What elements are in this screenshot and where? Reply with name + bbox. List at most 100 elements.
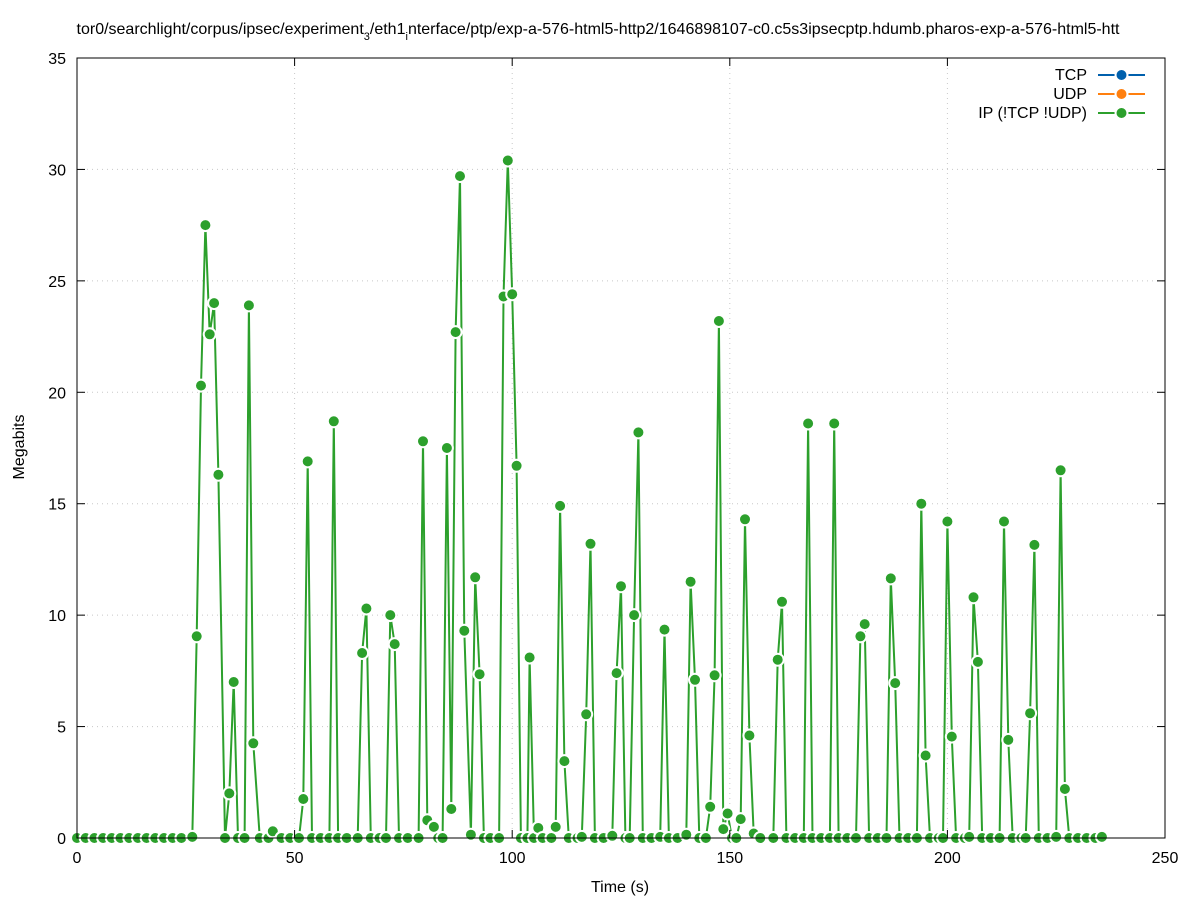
- x-tick-label: 100: [499, 850, 526, 867]
- data-point: [853, 629, 868, 644]
- ticks: 0 50 100 150 200 250 0 5 10 15 20 25 30 35: [48, 51, 1178, 867]
- title-sub-1: 3: [364, 31, 370, 43]
- data-point: [439, 441, 454, 455]
- data-point: [194, 378, 208, 393]
- data-point: [1094, 829, 1109, 844]
- legend-entry: IP (!TCP !UDP): [978, 105, 1145, 122]
- title-part-1: tor0/searchlight/corpus/ipsec/experiment: [77, 21, 365, 38]
- data-point: [683, 574, 698, 589]
- data-point: [548, 819, 563, 834]
- data-point: [857, 617, 872, 632]
- y-tick-label: 10: [48, 608, 66, 625]
- data-point: [1053, 463, 1068, 478]
- data-point: [383, 608, 398, 623]
- data-point: [355, 646, 370, 660]
- legend-label: UDP: [1053, 86, 1087, 103]
- data-point: [940, 514, 955, 529]
- y-tick-label: 20: [48, 385, 66, 402]
- legend: TCP UDP IP (!TCP !UDP): [978, 67, 1145, 122]
- data-point: [296, 792, 311, 806]
- legend-entry: TCP: [1055, 67, 1145, 84]
- data-point: [457, 623, 472, 638]
- data-point: [733, 812, 748, 827]
- data-point: [707, 668, 722, 683]
- title-sub-2: i: [405, 31, 407, 43]
- data-point: [738, 512, 752, 527]
- data-point: [453, 169, 467, 184]
- data-point: [742, 728, 757, 743]
- data-point: [241, 298, 256, 313]
- data-point: [609, 666, 624, 681]
- y-tick-label: 30: [48, 162, 66, 179]
- data-point: [711, 314, 726, 328]
- data-point: [579, 707, 594, 722]
- data-point: [801, 416, 816, 431]
- data-point: [716, 822, 731, 837]
- data-point: [631, 425, 646, 440]
- data-point: [202, 327, 217, 342]
- data-point: [970, 654, 985, 669]
- data-point: [1027, 537, 1042, 552]
- data-point: [557, 754, 572, 769]
- x-axis-title: Time (s): [591, 879, 649, 896]
- x-tick-label: 50: [286, 850, 304, 867]
- data-point: [509, 458, 524, 473]
- data-point: [1001, 732, 1016, 747]
- y-tick-label: 15: [48, 497, 66, 514]
- y-tick-label: 35: [48, 51, 66, 68]
- data-point: [997, 514, 1011, 529]
- data-point: [448, 325, 463, 340]
- data-point: [827, 416, 842, 431]
- data-point: [962, 829, 977, 844]
- data-point: [211, 467, 226, 482]
- data-point: [888, 676, 903, 691]
- legend-entry: UDP: [1053, 86, 1145, 103]
- data-point: [627, 608, 642, 623]
- data-point: [688, 672, 702, 687]
- data-point: [207, 296, 222, 311]
- data-point: [583, 536, 598, 551]
- y-tick-label: 25: [48, 274, 66, 291]
- data-point: [1049, 829, 1064, 844]
- plot-frame: [76, 57, 1166, 839]
- data-point: [500, 153, 515, 168]
- data-point: [300, 454, 315, 469]
- data-point: [472, 667, 487, 682]
- data-point: [1023, 706, 1038, 721]
- data-point: [226, 675, 241, 689]
- data-point: [883, 571, 898, 586]
- data-point: [553, 498, 568, 513]
- data-point: [505, 287, 520, 302]
- data-point: [614, 579, 628, 594]
- data-point: [918, 748, 933, 763]
- data-point: [359, 601, 374, 616]
- y-tick-label: 5: [57, 720, 66, 737]
- data-point: [720, 806, 735, 821]
- data-point: [522, 650, 537, 665]
- data-point: [574, 829, 589, 844]
- data-point: [198, 218, 213, 233]
- data-point: [222, 786, 237, 801]
- data-point: [966, 590, 981, 605]
- legend-marker: [1114, 106, 1129, 120]
- data-point: [326, 414, 341, 429]
- x-tick-label: 200: [934, 850, 961, 867]
- legend-marker: [1114, 68, 1129, 82]
- title-part-2: /eth1: [370, 21, 406, 38]
- grid: [77, 58, 1165, 838]
- title-part-3: nterface/ptp/exp-a-576-html5-http2/16468…: [408, 21, 1120, 38]
- data-point: [944, 729, 959, 744]
- data-point: [185, 829, 200, 844]
- data-point: [679, 827, 694, 842]
- data-point: [463, 827, 478, 842]
- data-point: [914, 496, 929, 511]
- data-point: [189, 629, 204, 644]
- legend-label: IP (!TCP !UDP): [978, 105, 1087, 122]
- x-tick-label: 0: [73, 850, 82, 867]
- data-point: [703, 799, 718, 814]
- y-tick-label: 0: [57, 831, 66, 848]
- data-point: [246, 736, 261, 751]
- y-axis-title: Megabits: [11, 415, 28, 480]
